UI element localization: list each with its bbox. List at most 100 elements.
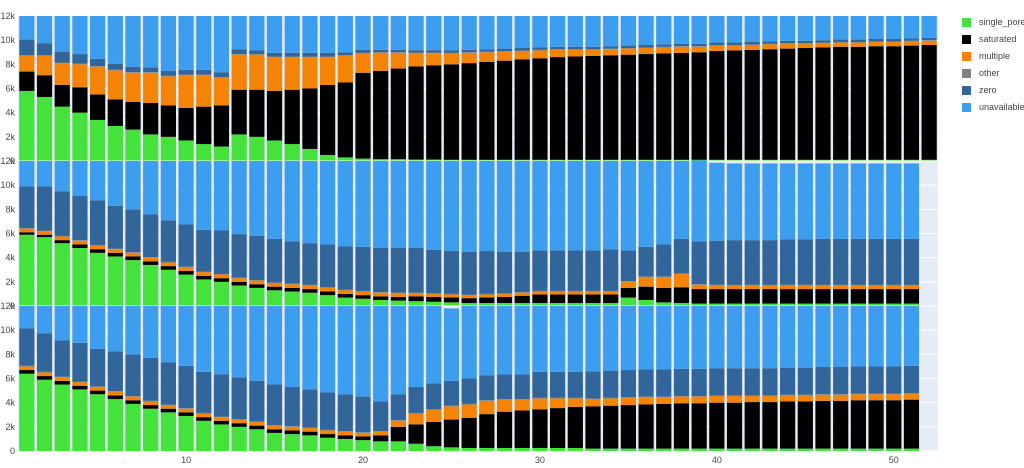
bar-segment-saturated xyxy=(585,55,601,160)
bar-segment-single-pore xyxy=(726,303,743,306)
y-tick-label: 12k xyxy=(0,156,15,166)
bar-segment-zero xyxy=(815,367,831,395)
bar-segment-multiple xyxy=(903,41,920,46)
bar-segment-other xyxy=(868,393,884,395)
bar-segment-multiple xyxy=(691,284,707,290)
legend-item-saturated[interactable]: saturated xyxy=(962,31,1024,47)
bar-segment-single-pore xyxy=(302,292,318,306)
bar-segment-single-pore xyxy=(266,290,283,306)
legend-item-zero[interactable]: zero xyxy=(962,82,1024,98)
bar-segment-other xyxy=(231,277,247,279)
bar-segment-single-pore xyxy=(337,157,353,162)
bar-segment-zero xyxy=(196,229,212,272)
bar-segment-unavailable xyxy=(868,16,884,39)
bar-segment-multiple xyxy=(160,76,176,106)
bar-segment-other xyxy=(302,284,318,286)
bar-segment-single-pore xyxy=(373,159,389,161)
bar-segment-saturated xyxy=(567,56,583,160)
bar-segment-other xyxy=(337,431,353,432)
bar-segment-single-pore xyxy=(213,281,230,306)
bar-segment-saturated xyxy=(302,289,318,293)
bar-segment-single-pore xyxy=(833,448,849,451)
y-tick-label: 6k xyxy=(5,229,15,239)
bar-segment-multiple xyxy=(691,46,707,53)
bar-segment-other xyxy=(107,391,123,392)
bar-segment-zero xyxy=(638,246,654,277)
bar-segment-single-pore xyxy=(196,420,212,451)
bar-segment-other xyxy=(638,396,654,398)
bar-segment-multiple xyxy=(284,284,300,288)
bar-segment-single-pore xyxy=(178,415,194,451)
bar-segment-saturated xyxy=(797,289,813,304)
bar-segment-unavailable xyxy=(54,161,70,192)
y-tick-label: 8k xyxy=(5,59,15,69)
bar-segment-saturated xyxy=(620,405,636,449)
bar-segment-unavailable xyxy=(603,306,619,371)
bar-segment-multiple xyxy=(249,422,265,426)
bar-segment-single-pore xyxy=(868,448,884,451)
x-tick-label: 20 xyxy=(358,455,368,465)
bar-segment-single-pore xyxy=(231,134,247,161)
bar-segment-zero xyxy=(426,249,442,294)
bar-segment-saturated xyxy=(19,232,35,235)
bar-segment-single-pore xyxy=(673,448,690,451)
bar-segment-zero xyxy=(249,235,265,281)
bar-segment-other xyxy=(532,49,548,51)
bar-segment-other xyxy=(709,395,725,397)
bar-segment-other xyxy=(125,72,141,73)
y-tick-label: 10k xyxy=(0,35,15,45)
bar-segment-saturated xyxy=(249,89,265,137)
bar-segment-zero xyxy=(603,370,619,398)
bar-segment-single-pore xyxy=(780,448,796,451)
bar-segment-multiple xyxy=(443,406,460,420)
bar-segment-single-pore xyxy=(90,394,106,451)
bar-segment-zero xyxy=(815,40,831,43)
bar-segment-single-pore xyxy=(550,447,566,451)
bar-segment-other xyxy=(868,284,884,286)
bar-segment-zero xyxy=(107,205,123,249)
bar-segment-multiple xyxy=(797,43,813,49)
bar-segment-single-pore xyxy=(320,437,336,451)
bar-segment-multiple xyxy=(249,54,265,90)
bar-segment-multiple xyxy=(815,394,831,401)
bar-segment-saturated xyxy=(691,52,707,160)
bar-segment-unavailable xyxy=(620,16,636,46)
bar-segment-other xyxy=(90,386,106,387)
bar-segment-unavailable xyxy=(178,16,194,70)
bar-segment-unavailable xyxy=(143,306,159,358)
bar-segment-unavailable xyxy=(673,306,690,369)
y-tick-label: 10k xyxy=(0,180,15,190)
legend-item-unavailable[interactable]: unavailable xyxy=(962,99,1024,115)
bar-segment-unavailable xyxy=(125,306,141,355)
bar-segment-single-pore xyxy=(514,447,530,451)
bar-segment-saturated xyxy=(373,70,389,160)
bar-segment-saturated xyxy=(249,425,265,430)
bar-segment-unavailable xyxy=(815,16,831,41)
bar-segment-saturated xyxy=(603,405,619,449)
bar-segment-saturated xyxy=(355,436,371,441)
bar-segment-unavailable xyxy=(496,16,513,49)
bar-segment-single-pore xyxy=(638,299,654,306)
bar-segment-single-pore xyxy=(337,438,353,451)
bar-segment-other xyxy=(726,45,743,46)
bar-segment-other xyxy=(373,292,389,293)
bar-segment-other xyxy=(408,412,424,414)
bar-segment-zero xyxy=(868,238,884,285)
bar-segment-unavailable xyxy=(196,306,212,372)
legend-item-single-pore[interactable]: single_pore xyxy=(962,14,1024,30)
bar-segment-unavailable xyxy=(373,16,389,50)
bar-segment-unavailable xyxy=(886,16,902,39)
bar-segment-saturated xyxy=(603,294,619,303)
bar-segment-multiple xyxy=(125,252,141,257)
bar-segment-saturated xyxy=(585,294,601,303)
legend-item-multiple[interactable]: multiple xyxy=(962,48,1024,64)
bar-segment-single-pore xyxy=(886,448,902,451)
bar-segment-multiple xyxy=(780,395,796,402)
bar-segment-other xyxy=(691,46,707,47)
bar-segment-zero xyxy=(302,52,318,57)
bar-segment-single-pore xyxy=(160,412,176,451)
bar-segment-zero xyxy=(355,49,371,53)
legend-item-other[interactable]: other xyxy=(962,65,1024,81)
bar-segment-zero xyxy=(726,42,743,45)
bar-segment-other xyxy=(833,284,849,286)
